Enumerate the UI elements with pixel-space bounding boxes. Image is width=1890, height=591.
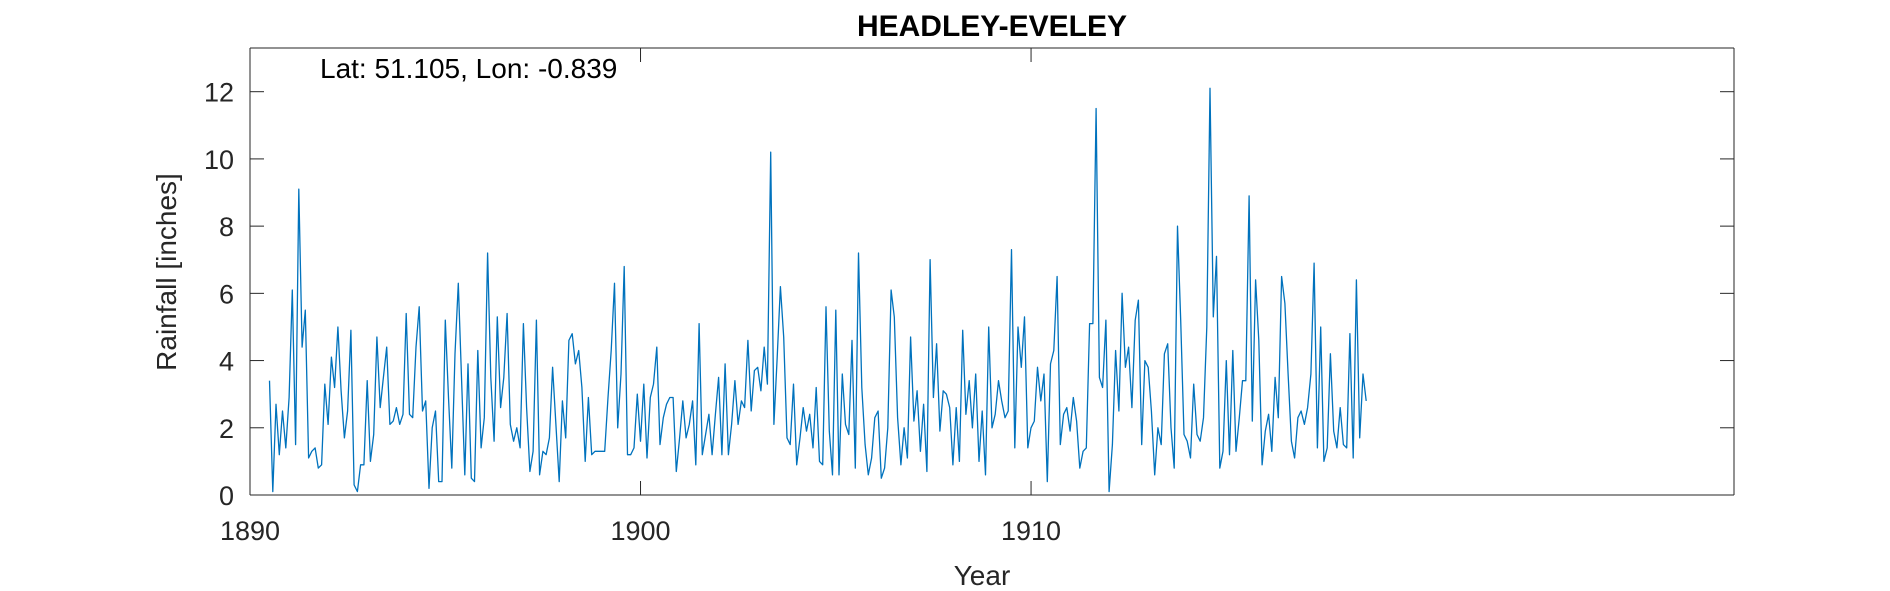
y-axis-label: Rainfall [inches] [151, 173, 182, 371]
location-annotation: Lat: 51.105, Lon: -0.839 [320, 53, 617, 84]
y-tick-label: 10 [204, 145, 234, 175]
x-tick-label: 1910 [1001, 516, 1061, 546]
y-tick-label: 4 [219, 347, 234, 377]
y-tick-label: 8 [219, 212, 234, 242]
x-tick-label: 1900 [610, 516, 670, 546]
tick-marks [249, 48, 1734, 496]
y-tick-label: 6 [219, 279, 234, 309]
chart-title: HEADLEY-EVELEY [857, 10, 1127, 43]
y-tick-label: 2 [219, 414, 234, 444]
tick-labels: 1890 1900 1910 0 2 4 6 8 10 12 [204, 78, 1061, 546]
rainfall-series-line [268, 87, 1367, 493]
x-tick-label: 1890 [220, 516, 280, 546]
axes [249, 47, 1735, 496]
y-tick-label: 0 [219, 481, 234, 511]
y-tick-label: 12 [204, 78, 234, 108]
x-axis-label: Year [954, 560, 1011, 591]
